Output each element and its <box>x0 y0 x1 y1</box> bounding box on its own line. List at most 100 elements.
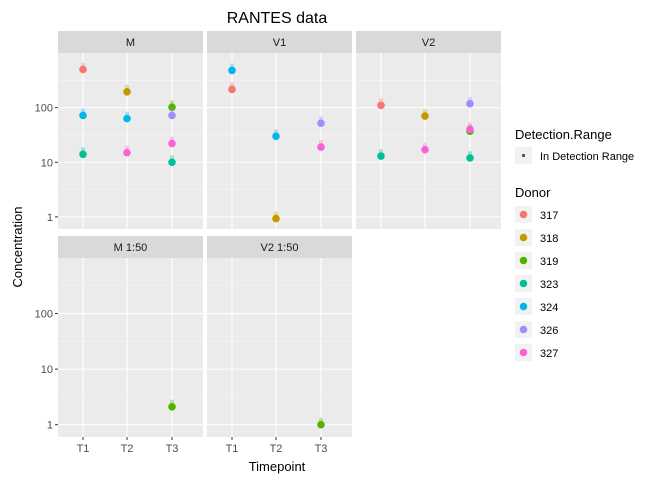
replicate-point <box>125 145 129 150</box>
facet-strip-label: V2 <box>422 37 435 49</box>
legends: Detection.Range In Detection Range Donor 31… <box>515 127 634 361</box>
replicate-point <box>423 109 427 114</box>
facet-strip-label: V2 1:50 <box>261 242 299 254</box>
data-point-324 <box>123 114 131 123</box>
x-tick-label: T1 <box>77 443 90 455</box>
data-point-318 <box>123 87 131 96</box>
legend-symbol-327 <box>519 348 528 357</box>
replicate-point <box>81 147 85 152</box>
replicate-point <box>170 399 174 404</box>
y-tick-label: 100 <box>35 309 53 321</box>
data-point-326 <box>168 111 176 120</box>
facet-strip <box>207 31 352 53</box>
data-point-326 <box>317 119 325 127</box>
replicate-point <box>170 155 174 160</box>
facet-strip-label: M <box>126 37 135 49</box>
data-point-319 <box>168 402 176 411</box>
legend-label: In Detection Range <box>540 151 634 163</box>
data-point-317 <box>228 85 236 94</box>
replicate-point <box>468 150 472 155</box>
legend-label-323: 323 <box>540 279 558 291</box>
replicate-point <box>423 142 427 147</box>
data-point-323 <box>377 152 385 160</box>
legend-symbol-323 <box>519 279 528 288</box>
replicate-point <box>170 108 174 113</box>
replicate-point <box>274 129 278 134</box>
data-point-318 <box>272 214 280 223</box>
x-tick-label: T3 <box>315 443 328 455</box>
x-axis-title: Timepoint <box>249 459 306 474</box>
replicate-point <box>125 84 129 89</box>
facet-panels: M 1 10 100 V1 V2 M 1:50 1 10 100 V2 1:50 T1 T2 T3 T1 T2… <box>35 31 501 455</box>
data-point-319 <box>168 103 176 111</box>
panel-background <box>58 258 203 437</box>
legend-symbol-318 <box>519 233 528 242</box>
panel-background <box>58 53 203 229</box>
legend-label-317: 317 <box>540 210 558 222</box>
legend-label-324: 324 <box>540 302 558 314</box>
data-point-323 <box>79 150 87 159</box>
replicate-point <box>379 149 383 154</box>
replicate-point <box>170 100 174 105</box>
data-point-323 <box>466 154 474 162</box>
facet-strip <box>58 236 203 258</box>
x-tick-label: T3 <box>166 443 179 455</box>
y-tick-label: 10 <box>41 157 53 169</box>
data-point-326 <box>466 99 474 108</box>
data-point-327 <box>123 148 131 157</box>
legend-label-327: 327 <box>540 348 558 360</box>
replicate-point <box>274 211 278 216</box>
replicate-point <box>81 62 85 67</box>
x-tick-label: T1 <box>226 443 239 455</box>
data-point-324 <box>79 111 87 120</box>
replicate-point <box>230 82 234 87</box>
legend-symbol-324 <box>519 302 528 311</box>
legend-title-detection-range: Detection.Range <box>515 127 612 142</box>
panel-background <box>207 258 352 437</box>
facet-strip <box>58 31 203 53</box>
replicate-point <box>468 122 472 127</box>
replicate-point <box>125 111 129 116</box>
legend-symbol-319 <box>519 256 528 265</box>
facet-panel-v2: V2 <box>356 31 501 229</box>
replicate-point <box>319 140 323 145</box>
legend-symbol-326 <box>519 325 528 334</box>
legend-label-318: 318 <box>540 233 558 245</box>
facet-strip <box>207 236 352 258</box>
panel-background <box>207 53 352 229</box>
y-tick-label: 1 <box>47 420 53 432</box>
legend-label-326: 326 <box>540 325 558 337</box>
panel-background <box>356 53 501 229</box>
data-point-318 <box>421 112 429 120</box>
facet-strip-label: M 1:50 <box>114 242 148 254</box>
data-point-317 <box>377 101 385 110</box>
replicate-point <box>319 417 323 422</box>
facet-strip-label: V1 <box>273 37 286 49</box>
y-tick-label: 10 <box>41 364 53 376</box>
legend-symbol <box>521 153 526 158</box>
data-point-327 <box>421 145 429 154</box>
replicate-point <box>319 116 323 121</box>
data-point-323 <box>168 158 176 167</box>
data-point-327 <box>466 125 474 134</box>
y-axis-title: Concentration <box>10 207 25 288</box>
facet-panel-v1: V1 <box>207 31 352 229</box>
legend-symbol-317 <box>519 210 528 219</box>
replicate-point <box>230 63 234 68</box>
data-point-319 <box>317 420 325 429</box>
replicate-point <box>170 136 174 141</box>
replicate-point <box>468 96 472 101</box>
facet-panel-m-1-50: M 1:50 1 10 100 <box>35 236 203 437</box>
chart-title: RANTES data <box>227 10 328 27</box>
data-point-324 <box>228 66 236 75</box>
facet-panel-m: M 1 10 100 <box>35 31 203 229</box>
data-point-324 <box>272 132 280 140</box>
legend-label-319: 319 <box>540 256 558 268</box>
y-tick-label: 1 <box>47 212 53 224</box>
replicate-point <box>379 98 383 103</box>
data-point-327 <box>317 143 325 151</box>
legend-title-donor: Donor <box>515 185 551 200</box>
x-tick-label: T2 <box>270 443 283 455</box>
data-point-317 <box>79 65 87 74</box>
